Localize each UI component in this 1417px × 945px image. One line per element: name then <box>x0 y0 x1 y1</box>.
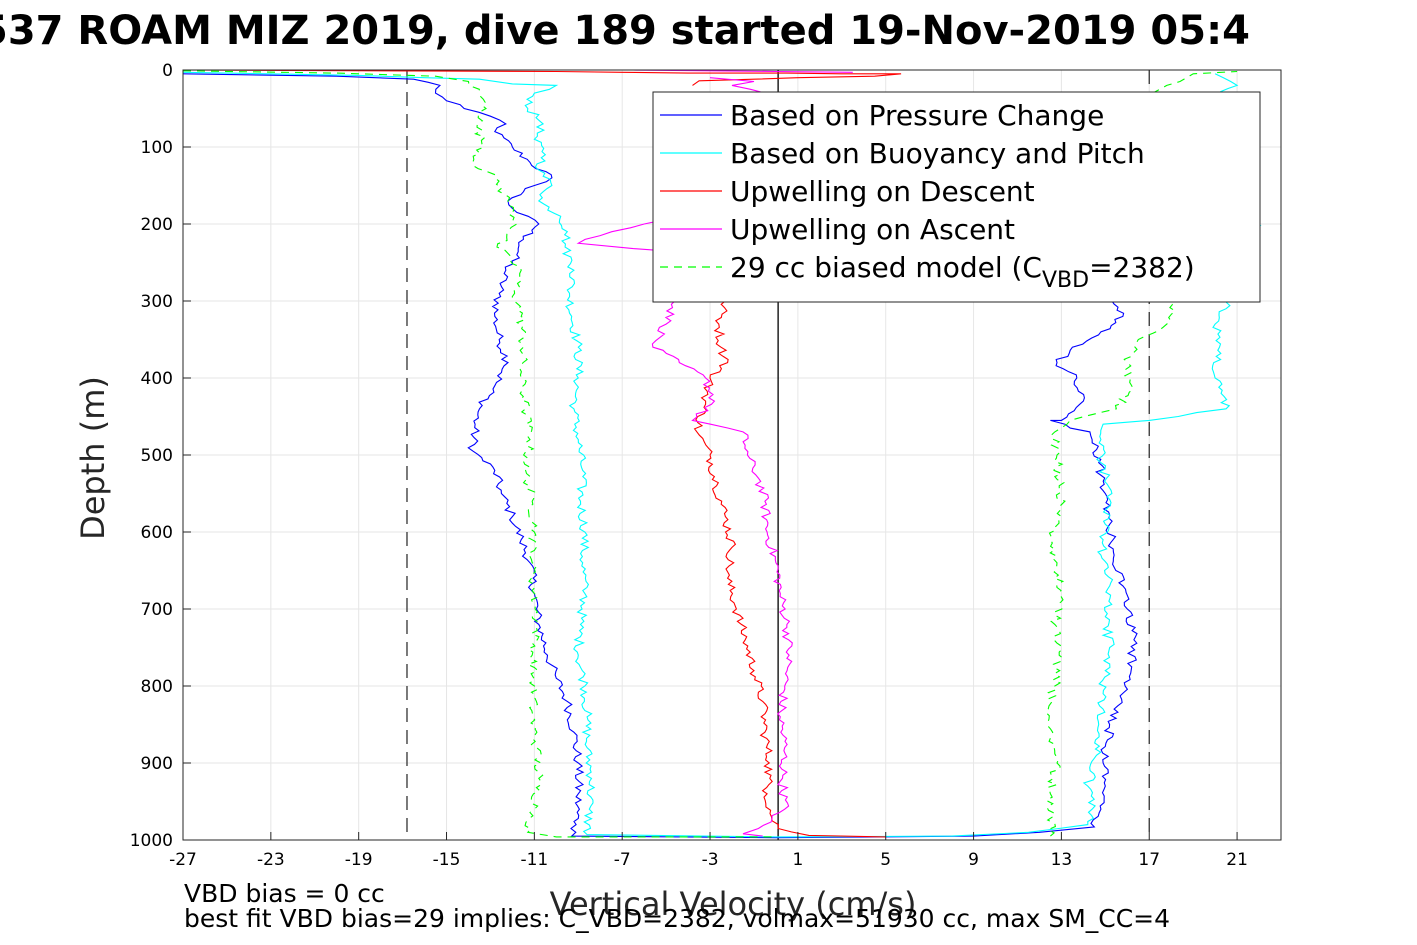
series-line-4 <box>1045 208 1195 837</box>
series-line-4 <box>1148 70 1238 102</box>
y-tick-label: 300 <box>141 292 173 312</box>
legend-label: 29 cc biased model (CVBD=2382) <box>730 251 1195 293</box>
y-tick-label: 1000 <box>130 831 173 851</box>
chart-title: 537 ROAM MIZ 2019, dive 189 started 19-N… <box>0 8 1250 54</box>
series-line-3 <box>651 300 793 837</box>
legend-label-text: Based on Buoyancy and Pitch <box>730 137 1145 170</box>
x-tick-label: 9 <box>968 850 979 870</box>
series-line-2 <box>182 69 902 86</box>
vbd-bias-note: VBD bias = 0 cc <box>184 879 385 908</box>
legend-box <box>652 91 1261 303</box>
y-tick-label: 0 <box>162 61 173 81</box>
y-axis-label: Depth (m) <box>74 376 112 540</box>
series-line-2 <box>693 277 886 838</box>
best-fit-note: best fit VBD bias=29 implies: C_VBD=2382… <box>184 904 1170 933</box>
x-tick-label: 21 <box>1226 850 1248 870</box>
legend-label-text: Upwelling on Descent <box>730 175 1035 208</box>
y-tick-label: 100 <box>141 138 173 158</box>
x-tick-label: -23 <box>257 850 285 870</box>
x-tick-label: -7 <box>614 850 631 870</box>
y-tick-label: 800 <box>141 677 173 697</box>
x-tick-label: -11 <box>520 850 548 870</box>
plot-area <box>182 69 1262 839</box>
x-tick-label: -15 <box>433 850 461 870</box>
legend: Based on Pressure Change Based on Buoyanc… <box>652 91 1261 303</box>
series-line-3 <box>576 215 678 256</box>
y-tick-label: 700 <box>141 600 173 620</box>
x-tick-label: 5 <box>880 850 891 870</box>
legend-label: Based on Pressure Change <box>730 99 1104 132</box>
legend-label-text: 29 cc biased model (C <box>730 251 1042 284</box>
series-line-1 <box>182 71 1262 838</box>
series-line-0 <box>182 73 1138 839</box>
y-tick-label: 600 <box>141 523 173 543</box>
y-tick-label: 400 <box>141 369 173 389</box>
x-tick-label: -3 <box>702 850 719 870</box>
y-tick-label: 900 <box>141 754 173 774</box>
x-axis-label: Vertical Velocity (cm/s) <box>550 885 917 923</box>
x-tick-label: -27 <box>169 850 197 870</box>
legend-label: Based on Buoyancy and Pitch <box>730 137 1145 170</box>
x-tick-label: 1 <box>792 850 803 870</box>
x-tick-label: 13 <box>1051 850 1073 870</box>
legend-subscript: VBD <box>1042 268 1089 293</box>
legend-label-text: Based on Pressure Change <box>730 99 1104 132</box>
y-tick-label: 200 <box>141 215 173 235</box>
legend-label-text: Upwelling on Ascent <box>730 213 1015 246</box>
legend-label-suffix: =2382) <box>1089 251 1195 284</box>
x-axis-ticks: -27 -23 -19 -15 -11 -7 -3 1 5 9 13 17 21 <box>169 832 1248 870</box>
legend-label: Upwelling on Ascent <box>730 213 1015 246</box>
legend-label: Upwelling on Descent <box>730 175 1035 208</box>
y-tick-label: 500 <box>141 446 173 466</box>
series-line-4 <box>182 70 776 838</box>
y-axis-ticks: 0 100 200 300 400 500 600 700 800 900 1000 <box>130 61 191 851</box>
x-tick-label: -19 <box>345 850 373 870</box>
x-tick-label: 17 <box>1138 850 1160 870</box>
